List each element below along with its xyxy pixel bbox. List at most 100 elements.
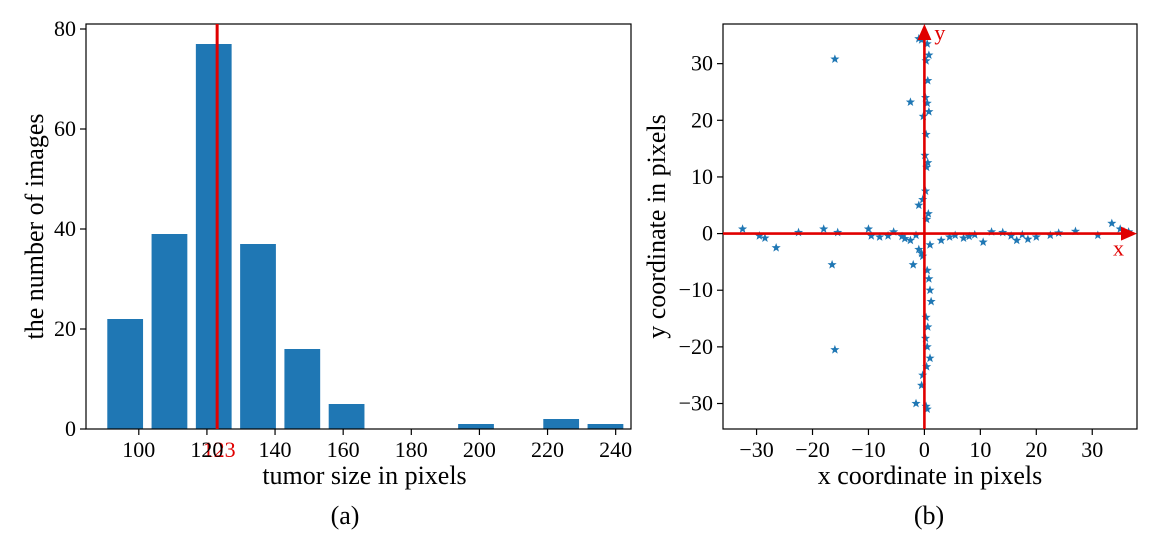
y-tick-label: −10 bbox=[679, 277, 713, 302]
bar bbox=[543, 419, 580, 429]
data-point bbox=[914, 244, 924, 254]
data-point bbox=[924, 50, 934, 60]
x-tick-label: −10 bbox=[851, 437, 885, 462]
x-tick-label: 140 bbox=[259, 437, 292, 462]
data-point bbox=[738, 224, 748, 233]
data-point bbox=[1115, 224, 1125, 233]
y-tick-label: −30 bbox=[679, 391, 713, 416]
data-point bbox=[830, 54, 840, 63]
data-point bbox=[926, 296, 936, 306]
panel-a-x-ticks: 100 120 140 160 180 200 220 240 bbox=[122, 429, 632, 462]
y-axis-arrow-head bbox=[917, 24, 932, 40]
data-point bbox=[922, 98, 932, 108]
data-point bbox=[833, 227, 843, 237]
panel-a-caption: (a) bbox=[331, 501, 360, 530]
data-point bbox=[754, 231, 764, 240]
panel-b-y-arrow-label: y bbox=[934, 20, 945, 45]
x-tick-label: 160 bbox=[327, 437, 360, 462]
x-tick-label: 30 bbox=[1081, 437, 1103, 462]
data-point bbox=[917, 380, 927, 390]
data-point bbox=[883, 231, 893, 240]
data-point bbox=[1031, 232, 1041, 241]
bar bbox=[240, 244, 276, 429]
data-point bbox=[908, 259, 918, 269]
y-tick-label: −20 bbox=[679, 334, 713, 359]
data-point bbox=[918, 370, 928, 380]
data-point bbox=[924, 274, 934, 283]
bar bbox=[284, 349, 321, 429]
data-point bbox=[921, 56, 931, 65]
bar bbox=[151, 234, 188, 429]
y-tick-label: 20 bbox=[54, 316, 76, 341]
data-point bbox=[760, 233, 770, 242]
panel-a-y-axis-label: the number of images bbox=[20, 114, 49, 340]
x-tick-label: 100 bbox=[122, 437, 155, 462]
x-tick-label: 10 bbox=[969, 437, 991, 462]
data-point bbox=[900, 233, 910, 243]
bar bbox=[195, 44, 232, 429]
data-point bbox=[925, 353, 935, 363]
data-point bbox=[830, 344, 840, 354]
data-point bbox=[911, 398, 921, 408]
panel-b-caption: (b) bbox=[914, 501, 944, 530]
panel-b-axes-frame bbox=[722, 23, 1138, 430]
y-tick-label: 0 bbox=[65, 416, 76, 441]
data-point bbox=[922, 162, 932, 172]
data-point bbox=[978, 237, 988, 246]
data-point bbox=[936, 235, 946, 245]
data-point bbox=[1006, 231, 1016, 240]
x-axis-arrow-head bbox=[1121, 226, 1137, 241]
y-tick-label: 20 bbox=[691, 107, 713, 132]
x-tick-label: 220 bbox=[531, 437, 564, 462]
data-point bbox=[922, 361, 932, 371]
data-point bbox=[986, 227, 997, 236]
panel-a-x-axis-label: tumor size in pixels bbox=[262, 461, 466, 490]
data-point bbox=[866, 231, 876, 240]
data-point bbox=[863, 224, 874, 233]
data-point bbox=[793, 227, 804, 237]
data-point bbox=[922, 404, 932, 414]
data-point bbox=[827, 259, 837, 269]
panel-b-x-ticks: −30 −20 −10 0 10 20 30 bbox=[739, 429, 1103, 462]
data-point bbox=[922, 265, 932, 275]
data-point bbox=[918, 194, 928, 204]
x-tick-label: 0 bbox=[919, 437, 930, 462]
data-point bbox=[959, 233, 969, 242]
data-point bbox=[1023, 234, 1033, 244]
x-tick-label: −20 bbox=[795, 437, 829, 462]
data-point bbox=[921, 129, 931, 139]
y-tick-label: 30 bbox=[691, 51, 713, 76]
x-tick-label: −30 bbox=[739, 437, 773, 462]
data-point bbox=[923, 157, 933, 167]
x-tick-label: 120 bbox=[190, 437, 223, 462]
panel-a-reference-line: 123 bbox=[203, 24, 236, 462]
data-point bbox=[1107, 218, 1117, 228]
panel-a-axes-frame bbox=[85, 23, 632, 430]
data-point bbox=[922, 342, 932, 351]
panel-a-bar-chart: 123 100 120 140 160 180 200 220 240 0 20 40 60 80 t… bbox=[20, 16, 632, 530]
reference-line-label: 123 bbox=[203, 437, 236, 462]
data-point bbox=[925, 240, 935, 249]
data-point bbox=[964, 231, 974, 241]
panel-b-y-axis-label: y coordinate in pixels bbox=[642, 114, 671, 339]
panel-a-y-ticks: 0 20 40 60 80 bbox=[54, 16, 86, 441]
y-tick-label: 60 bbox=[54, 116, 76, 141]
data-point bbox=[918, 251, 928, 261]
data-point bbox=[914, 200, 924, 210]
y-tick-label: 10 bbox=[691, 164, 713, 189]
data-point bbox=[889, 227, 899, 236]
panel-b-y-ticks: −30 −20 −10 0 10 20 30 bbox=[679, 51, 723, 416]
data-point bbox=[921, 312, 931, 322]
y-tick-label: 80 bbox=[54, 16, 76, 41]
data-point bbox=[819, 224, 829, 233]
bar bbox=[587, 424, 624, 429]
panel-b-points bbox=[738, 33, 1134, 414]
x-tick-label: 20 bbox=[1025, 437, 1047, 462]
data-point bbox=[924, 107, 934, 116]
y-tick-label: 0 bbox=[702, 221, 713, 246]
data-point bbox=[922, 214, 932, 224]
data-point bbox=[921, 401, 931, 411]
data-point bbox=[923, 322, 933, 331]
data-point bbox=[1012, 235, 1022, 245]
